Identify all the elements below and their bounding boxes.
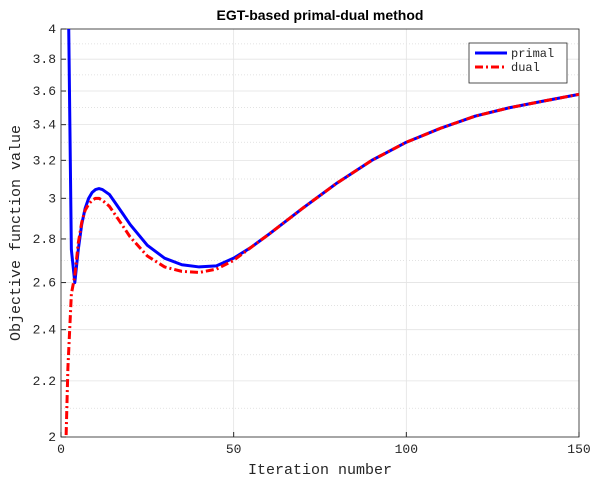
legend-label: primal (511, 47, 554, 61)
x-tick-label: 50 (226, 442, 242, 457)
x-tick-label: 150 (567, 442, 590, 457)
y-tick-label: 3.6 (33, 84, 56, 99)
y-tick-label: 3.8 (33, 52, 56, 67)
plot-area (61, 29, 579, 437)
axes-box (60, 28, 580, 438)
y-tick-label: 2.2 (33, 374, 56, 389)
series-line (64, 92, 579, 437)
y-tick-label: 2.8 (33, 232, 56, 247)
y-tick-label: 2 (48, 430, 56, 445)
y-axis-label: Objective function value (8, 125, 25, 341)
plot-lines (64, 29, 579, 437)
y-tick-label: 3 (48, 191, 56, 206)
y-tick-label: 2.6 (33, 276, 56, 291)
x-axis-label: Iteration number (248, 462, 392, 479)
y-tick-label: 2.4 (33, 323, 57, 338)
y-tick-label: 3.2 (33, 153, 56, 168)
legend-label: dual (511, 61, 540, 75)
x-tick-label: 100 (395, 442, 418, 457)
chart-title: EGT-based primal-dual method (217, 7, 424, 23)
x-tick-label: 0 (57, 442, 65, 457)
y-tick-label: 3.4 (33, 118, 57, 133)
y-tick-label: 4 (48, 22, 56, 37)
legend-box (468, 42, 568, 84)
